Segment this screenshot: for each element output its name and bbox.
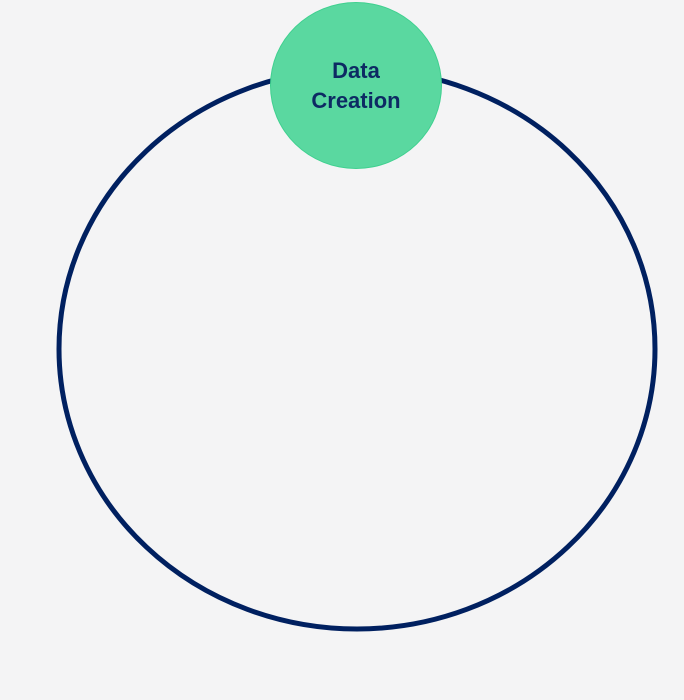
data-creation-label: Data Creation xyxy=(311,57,401,113)
data-creation-node[interactable]: Data Creation xyxy=(270,2,442,169)
